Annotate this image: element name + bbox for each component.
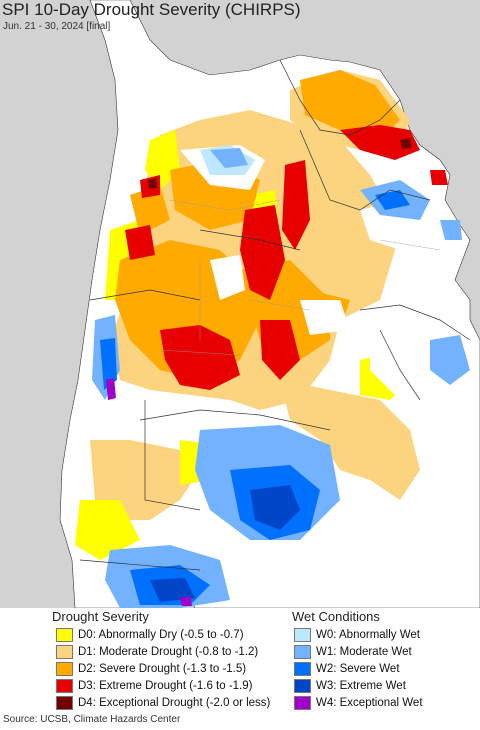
legend-item-d1: D1: Moderate Drought (-0.8 to -1.2) — [56, 644, 258, 659]
legend-heading-drought: Drought Severity — [52, 609, 149, 624]
legend-label-w1: W1: Moderate Wet — [316, 645, 412, 658]
legend-label-d3: D3: Extreme Drought (-1.6 to -1.9) — [78, 679, 253, 692]
legend-heading-wet: Wet Conditions — [292, 609, 380, 624]
legend-swatch-w1 — [294, 644, 311, 659]
legend-swatch-w2 — [294, 661, 311, 676]
drought-map — [0, 0, 480, 608]
legend-label-w0: W0: Abnormally Wet — [316, 628, 420, 641]
legend-item-w2: W2: Severe Wet — [294, 661, 400, 676]
legend-swatch-d2 — [56, 661, 73, 676]
legend-item-d2: D2: Severe Drought (-1.3 to -1.5) — [56, 661, 246, 676]
legend-item-d4: D4: Exceptional Drought (-2.0 or less) — [56, 695, 270, 710]
legend-item-d0: D0: Abnormally Dry (-0.5 to -0.7) — [56, 627, 244, 642]
map-title: SPI 10-Day Drought Severity (CHIRPS) — [2, 0, 301, 19]
legend-item-w4: W4: Exceptional Wet — [294, 695, 423, 710]
legend-swatch-d1 — [56, 644, 73, 659]
legend-label-d1: D1: Moderate Drought (-0.8 to -1.2) — [78, 645, 259, 658]
source-credit: Source: UCSB, Climate Hazards Center — [3, 714, 181, 725]
legend-swatch-w3 — [294, 678, 311, 693]
legend-label-w4: W4: Exceptional Wet — [316, 696, 423, 709]
legend-swatch-w0 — [294, 627, 311, 642]
legend-item-w1: W1: Moderate Wet — [294, 644, 412, 659]
legend-item-d3: D3: Extreme Drought (-1.6 to -1.9) — [56, 678, 252, 693]
legend-swatch-d4 — [56, 695, 73, 710]
legend-swatch-d3 — [56, 678, 73, 693]
legend: Drought Severity Wet Conditions D0: Abno… — [0, 608, 480, 710]
legend-label-d0: D0: Abnormally Dry (-0.5 to -0.7) — [78, 628, 244, 641]
map-subtitle: Jun. 21 - 30, 2024 [final] — [3, 21, 111, 32]
legend-label-w3: W3: Extreme Wet — [316, 679, 406, 692]
legend-label-w2: W2: Severe Wet — [316, 662, 400, 675]
legend-item-w3: W3: Extreme Wet — [294, 678, 406, 693]
legend-label-d4: D4: Exceptional Drought (-2.0 or less) — [78, 696, 271, 709]
legend-item-w0: W0: Abnormally Wet — [294, 627, 420, 642]
legend-swatch-d0 — [56, 627, 73, 642]
legend-label-d2: D2: Severe Drought (-1.3 to -1.5) — [78, 662, 247, 675]
legend-swatch-w4 — [294, 695, 311, 710]
